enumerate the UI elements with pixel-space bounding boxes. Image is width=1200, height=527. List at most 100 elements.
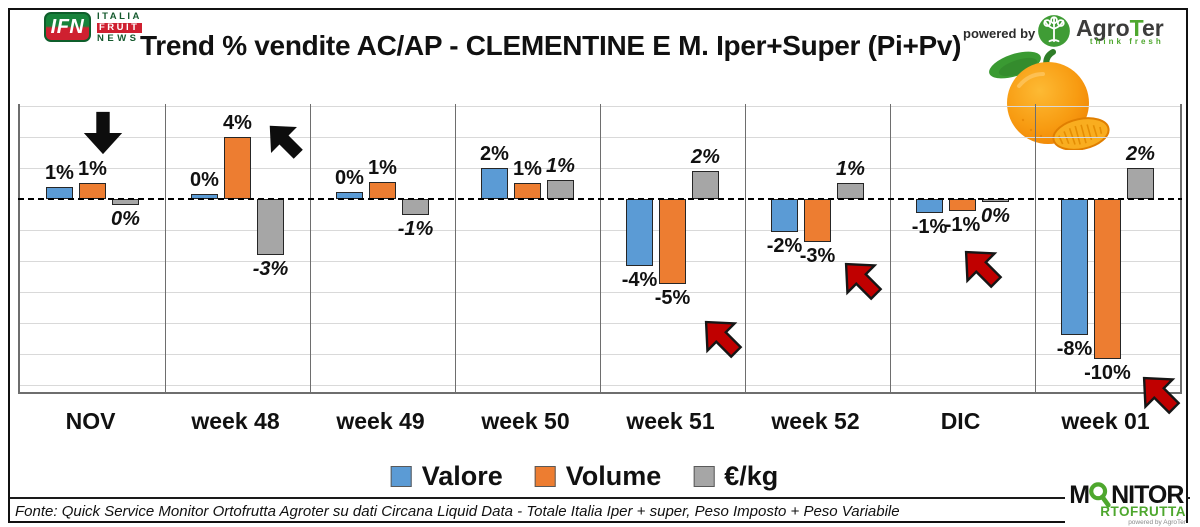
bar-valore	[626, 199, 653, 266]
bar-valore	[771, 199, 798, 232]
agroter-logo: AgroTer think fresh	[1037, 14, 1164, 48]
bar-value-label: 4%	[223, 112, 252, 134]
ifn-fruit-label: FRUIT	[97, 23, 142, 33]
category-label: week 52	[771, 408, 860, 434]
legend-item: €/kg	[693, 461, 778, 492]
divider-line	[165, 104, 166, 392]
bar-group: 2% 1% 1%	[455, 104, 600, 392]
bar-valore	[916, 199, 943, 213]
bar-value-label: -4%	[621, 269, 658, 291]
bar-kg	[1127, 168, 1154, 199]
divider-line	[890, 104, 891, 392]
black-arrow-up-left-icon	[269, 125, 303, 159]
bar-group: 0% 1% -1%	[310, 104, 455, 392]
bar-value-label: -10%	[1084, 362, 1131, 384]
bar-kg	[402, 199, 429, 215]
legend-swatch-icon	[693, 466, 715, 487]
bar-kg	[257, 199, 284, 255]
bar-volume	[949, 199, 976, 211]
bar-value-label: -2%	[766, 235, 803, 257]
red-arrow-up-left-icon	[964, 250, 1003, 289]
red-arrow-up-left-icon	[704, 320, 743, 359]
bar-group: 1% 1% 0%	[20, 104, 165, 392]
legend-swatch-icon	[390, 466, 412, 487]
bar-group: -2% -3% 1%	[745, 104, 890, 392]
bar-kg	[547, 180, 574, 199]
bar-kg	[692, 171, 719, 199]
monitor-powered: powered by AgroTer	[1128, 518, 1186, 526]
bar-value-label: -5%	[654, 287, 691, 309]
divider-line	[1035, 104, 1036, 392]
bar-volume	[804, 199, 831, 242]
bar-volume	[659, 199, 686, 284]
legend-item: Volume	[534, 461, 662, 492]
bar-value-label: -1%	[397, 218, 434, 240]
category-label: week 51	[626, 408, 715, 434]
legend-label: €/kg	[724, 461, 779, 491]
bar-valore	[1061, 199, 1088, 335]
red-arrow-up-left-icon	[844, 262, 883, 301]
legend: Valore Volume €/kg	[390, 461, 778, 492]
plot-area: 1% 1% 0% 0% 4% -3% 0% 1% -1% 2% 1% 1% -4% -5% 2% -2% -3%…	[18, 104, 1182, 415]
bar-value-label: 2%	[1126, 143, 1155, 165]
bar-group: -1% -1% 0%	[890, 104, 1035, 392]
category-label: DIC	[940, 408, 981, 434]
category-label: NOV	[65, 408, 116, 434]
bar-group: -8% -10% 2%	[1035, 104, 1180, 392]
legend-label: Volume	[565, 461, 662, 491]
bar-value-label: 1%	[368, 157, 397, 179]
agroter-tree-icon	[1038, 15, 1070, 47]
category-label: week 50	[481, 408, 570, 434]
agroter-name: AgroTer	[1076, 14, 1164, 41]
divider-line	[600, 104, 601, 392]
agroter-tagline: think fresh	[1089, 36, 1164, 46]
monitor-line1: M NITOR	[1069, 480, 1184, 509]
ifn-logo: IFN ITALIA FRUIT NEWS	[44, 12, 142, 44]
ifn-news-label: NEWS	[97, 33, 140, 44]
bar-value-label: -1%	[911, 216, 948, 238]
monitor-line2: RTOFRUTTA	[1100, 504, 1186, 519]
zero-line	[18, 198, 1182, 200]
category-axis: NOV week 48 week 49 week 50 week 51 week 52 DI…	[18, 408, 1178, 442]
bar-value-label: 1%	[78, 158, 107, 180]
powered-by-label: powered by	[963, 26, 1036, 41]
clementine-image	[989, 49, 1110, 150]
bar-group: -4% -5% 2%	[600, 104, 745, 392]
red-arrow-up-left-icon	[1142, 376, 1181, 415]
bar-volume	[514, 183, 541, 199]
bar-value-label: 0%	[111, 208, 140, 230]
bar-value-label: 0%	[335, 167, 364, 189]
black-arrow-down-icon	[83, 111, 123, 155]
legend-item: Valore	[390, 461, 503, 492]
bar-value-label: 1%	[546, 155, 575, 177]
ifn-logo-icon: IFN	[44, 12, 91, 42]
bar-valore	[481, 168, 508, 199]
legend-swatch-icon	[534, 466, 556, 487]
bar-value-label: 0%	[981, 205, 1010, 227]
bar-value-label: 2%	[480, 143, 509, 165]
ifn-logo-text: ITALIA FRUIT NEWS	[97, 12, 142, 44]
divider-line	[455, 104, 456, 392]
source-note: Fonte: Quick Service Monitor Ortofrutta …	[10, 497, 1190, 520]
agroter-wordmark: AgroTer think fresh	[1076, 14, 1164, 46]
bar-value-label: -8%	[1056, 338, 1093, 360]
category-label: week 01	[1061, 408, 1150, 434]
category-label: week 48	[191, 408, 280, 434]
bar-value-label: 1%	[513, 158, 542, 180]
bar-value-label: 0%	[190, 169, 219, 191]
divider-line	[310, 104, 311, 392]
bar-value-label: -3%	[799, 245, 836, 267]
bar-value-label: -1%	[944, 214, 981, 236]
chart-title: Trend % vendite AC/AP - CLEMENTINE E M. …	[140, 30, 962, 61]
divider-line	[745, 104, 746, 392]
bar-volume	[369, 182, 396, 199]
legend-label: Valore	[421, 461, 503, 491]
bar-value-label: 1%	[45, 162, 74, 184]
category-label: week 49	[336, 408, 425, 434]
bar-volume	[1094, 199, 1121, 359]
bar-volume	[224, 137, 251, 199]
bar-value-label: 2%	[691, 146, 720, 168]
magnifier-icon	[1089, 482, 1111, 508]
bar-kg	[837, 183, 864, 199]
monitor-ortofrutta-logo: M NITOR RTOFRUTTA powered by AgroTer	[1065, 482, 1186, 526]
